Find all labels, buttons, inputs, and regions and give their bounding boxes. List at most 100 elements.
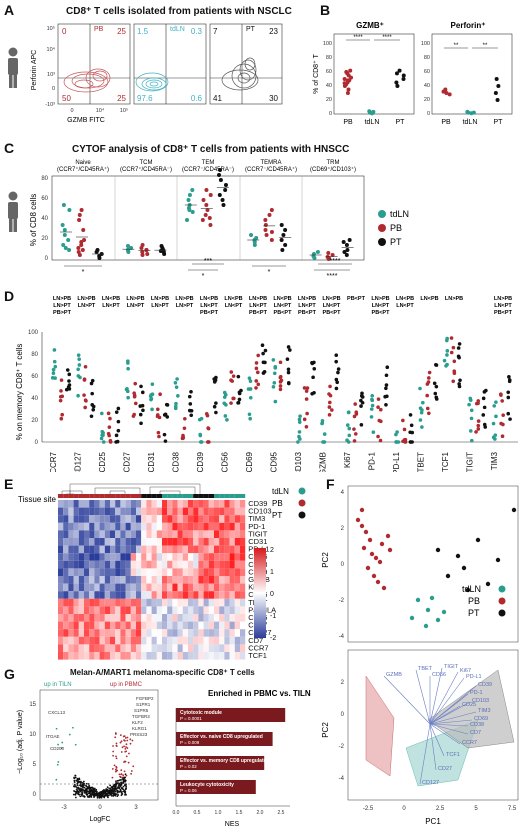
heat-cell <box>63 515 69 523</box>
data-point <box>375 579 381 585</box>
gene-point <box>123 735 126 738</box>
tissue-cell <box>177 494 183 498</box>
data-point <box>369 111 374 116</box>
heat-cell <box>68 522 74 531</box>
data-point <box>370 398 375 403</box>
gene-point <box>73 781 76 784</box>
data-point <box>469 416 474 421</box>
gene-point <box>79 783 82 786</box>
heat-cell <box>58 652 64 660</box>
heat-cell <box>198 606 204 614</box>
gene-point <box>88 795 91 797</box>
heat-cell <box>58 583 64 592</box>
heat-cell <box>208 538 214 546</box>
data-point <box>144 248 149 252</box>
tissue-cell <box>214 494 220 498</box>
svg-text:PB: PB <box>390 223 402 233</box>
heat-cell <box>234 507 240 516</box>
panel-label-e: E <box>4 476 14 492</box>
data-point <box>469 408 474 413</box>
data-point <box>345 91 350 95</box>
gene-point <box>114 784 117 787</box>
loading-vector <box>383 675 431 725</box>
data-point <box>408 440 413 444</box>
heat-cell <box>224 507 230 516</box>
data-point <box>476 427 481 431</box>
data-point <box>197 417 202 422</box>
data-point <box>83 405 87 410</box>
heat-cell <box>234 644 240 652</box>
data-point <box>126 359 130 363</box>
data-point <box>434 362 438 367</box>
heat-cell <box>151 583 157 592</box>
marker-annotation: LN<PB <box>322 296 340 302</box>
data-point <box>183 416 187 421</box>
heat-cell <box>73 553 79 561</box>
heat-cell <box>167 545 173 554</box>
heat-cell <box>182 507 188 516</box>
marker-label: TIGIT <box>466 452 475 472</box>
heat-cell <box>203 507 209 516</box>
heat-cell <box>120 538 126 546</box>
heat-cell <box>214 598 220 607</box>
svg-text:PT: PT <box>468 608 480 618</box>
heat-cell <box>104 583 110 592</box>
panel-label-b: B <box>320 2 331 18</box>
heat-cell <box>188 576 194 584</box>
heat-cell <box>167 500 173 508</box>
data-point <box>322 432 327 436</box>
svg-text:0: 0 <box>329 111 332 117</box>
heat-cell <box>130 652 136 660</box>
chart-title: GZMB⁺ <box>356 21 384 30</box>
panel-d-ylabel: % on memory CD8⁺ T cells <box>15 344 24 441</box>
heat-cell <box>219 507 225 516</box>
data-point <box>355 517 361 523</box>
marker-annotation: LN>PB <box>298 296 316 302</box>
heat-cell <box>193 606 199 614</box>
gene-point <box>77 792 80 795</box>
heat-cell <box>224 553 230 561</box>
data-point <box>384 373 389 378</box>
data-point <box>248 416 252 421</box>
heat-cell <box>63 530 69 538</box>
heat-cell <box>177 545 183 554</box>
data-point <box>370 394 375 398</box>
gene-point <box>93 794 96 797</box>
heat-cell <box>68 553 74 561</box>
data-point <box>297 430 302 434</box>
svg-text:up in PBMC: up in PBMC <box>110 682 143 688</box>
data-point <box>237 397 242 402</box>
heat-cell <box>156 522 162 531</box>
heat-cell <box>146 629 152 637</box>
gene-point <box>60 747 63 749</box>
svg-text:ITGAE: ITGAE <box>46 734 60 739</box>
data-point <box>249 233 254 237</box>
heat-cell <box>172 644 178 652</box>
heat-cell <box>224 538 230 546</box>
heat-cell <box>68 507 74 516</box>
data-point <box>347 426 352 431</box>
gene-point <box>77 780 80 783</box>
heat-cell <box>78 583 84 592</box>
heat-cell <box>240 560 246 569</box>
data-point <box>58 394 63 399</box>
data-point <box>376 434 380 439</box>
heat-cell <box>68 515 74 523</box>
gene-point <box>121 790 123 793</box>
heat-cell <box>182 522 188 531</box>
gene-point <box>75 779 78 782</box>
gene-point <box>119 779 121 781</box>
data-point <box>204 203 209 207</box>
tissue-cell <box>234 494 240 498</box>
heat-cell <box>240 507 246 516</box>
marker-annotation: LN<PT <box>225 303 243 309</box>
heat-cell <box>234 500 240 508</box>
gene-point <box>115 757 118 760</box>
heat-cell <box>89 614 95 622</box>
quadrant-ul: 7 <box>213 27 218 36</box>
data-point <box>394 71 399 76</box>
data-point <box>379 419 383 424</box>
heat-cell <box>219 522 225 531</box>
heat-cell <box>156 644 162 652</box>
data-point <box>269 208 274 212</box>
